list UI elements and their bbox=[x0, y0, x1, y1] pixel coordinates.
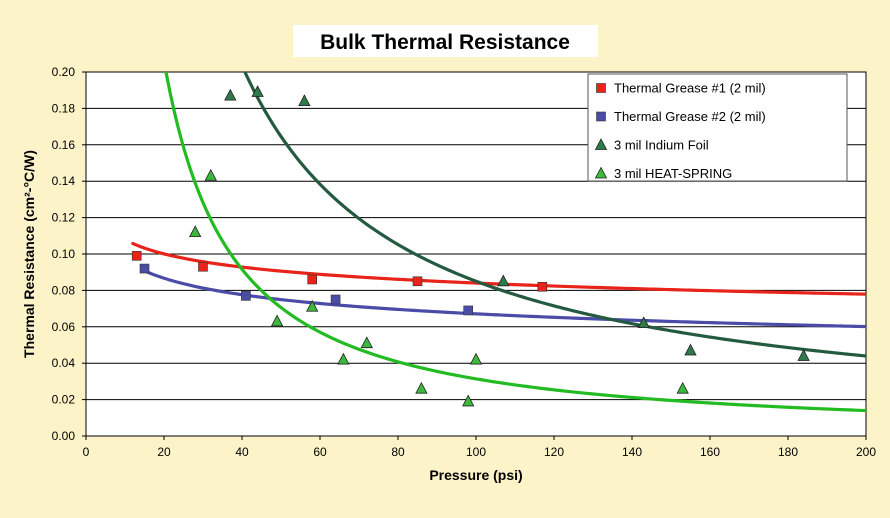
y-tick-label: 0.14 bbox=[52, 174, 76, 188]
x-tick-label: 40 bbox=[235, 445, 249, 459]
legend-entry: Thermal Grease #1 (2 mil) bbox=[614, 81, 766, 96]
legend: Thermal Grease #1 (2 mil) Thermal Grease … bbox=[587, 73, 848, 182]
data-point-3-mil-heat-spring bbox=[204, 168, 217, 181]
data-point-3-mil-heat-spring bbox=[360, 336, 373, 349]
y-tick-label: 0.02 bbox=[52, 393, 76, 407]
data-point-3-mil-heat-spring bbox=[462, 394, 475, 407]
data-point-3-mil-heat-spring bbox=[306, 299, 319, 312]
data-point-3-mil-heat-spring bbox=[337, 352, 350, 365]
y-axis-ticks: 0.00 0.02 0.04 0.06 0.08 0.10 0.12 0.14 0.16 0.18… bbox=[52, 65, 86, 443]
data-point-thermal-grease-2-2-mil- bbox=[330, 294, 341, 305]
legend-marker bbox=[596, 111, 606, 122]
y-tick-label: 0.12 bbox=[52, 211, 76, 225]
data-point-thermal-grease-2-2-mil- bbox=[463, 305, 474, 316]
legend-entry: Thermal Grease #2 (2 mil) bbox=[614, 109, 766, 124]
data-point-3-mil-heat-spring bbox=[415, 381, 428, 394]
y-tick-label: 0.10 bbox=[52, 247, 76, 261]
data-point-3-mil-heat-spring bbox=[270, 314, 284, 327]
data-point-3-mil-indium-foil bbox=[298, 94, 311, 107]
data-point-3-mil-indium-foil bbox=[684, 343, 697, 356]
trend-line-thermal-grease-2-2-mil- bbox=[142, 269, 866, 329]
legend-marker bbox=[596, 83, 606, 93]
trend-line-3-mil-indium-foil bbox=[243, 72, 866, 358]
chart-title: Bulk Thermal Resistance bbox=[320, 31, 570, 54]
data-point-thermal-grease-2-2-mil- bbox=[139, 263, 150, 274]
y-axis-label: Thermal Resistance (cm²-°C/W) bbox=[21, 150, 37, 358]
x-tick-label: 20 bbox=[157, 445, 171, 459]
y-tick-label: 0.00 bbox=[52, 429, 76, 443]
data-point-3-mil-heat-spring bbox=[676, 381, 689, 394]
data-point-thermal-grease-1-2-mil- bbox=[412, 276, 423, 287]
legend-entry: 3 mil Indium Foil bbox=[614, 138, 709, 153]
y-tick-label: 0.18 bbox=[52, 101, 76, 115]
data-point-thermal-grease-2-2-mil- bbox=[241, 291, 251, 301]
trend-line-3-mil-heat-spring bbox=[164, 72, 866, 413]
x-tick-label: 0 bbox=[83, 445, 90, 459]
y-tick-label: 0.08 bbox=[52, 283, 76, 297]
legend-marker bbox=[594, 138, 608, 150]
x-tick-label: 120 bbox=[544, 445, 564, 459]
x-tick-label: 160 bbox=[700, 445, 720, 459]
data-point-thermal-grease-1-2-mil- bbox=[537, 281, 548, 292]
y-tick-label: 0.20 bbox=[52, 65, 76, 79]
data-point-3-mil-indium-foil bbox=[251, 85, 264, 97]
y-tick-label: 0.16 bbox=[52, 138, 76, 152]
data-point-3-mil-indium-foil bbox=[224, 88, 237, 101]
data-point-3-mil-indium-foil bbox=[637, 316, 650, 329]
x-tick-label: 80 bbox=[391, 445, 405, 459]
data-point-thermal-grease-1-2-mil- bbox=[198, 261, 208, 272]
y-tick-label: 0.04 bbox=[52, 356, 76, 370]
x-tick-label: 140 bbox=[622, 445, 642, 459]
x-axis-ticks: 0 20 40 60 80 100 120 140 160 180 200 bbox=[83, 436, 876, 459]
x-tick-label: 180 bbox=[778, 445, 798, 459]
x-tick-label: 100 bbox=[466, 445, 486, 459]
legend-entry: 3 mil HEAT-SPRING bbox=[614, 166, 732, 181]
legend-box bbox=[587, 73, 848, 182]
data-point-3-mil-heat-spring bbox=[189, 225, 202, 238]
x-tick-label: 60 bbox=[313, 445, 327, 459]
data-point-3-mil-indium-foil bbox=[797, 349, 810, 361]
data-point-3-mil-heat-spring bbox=[469, 352, 483, 365]
data-point-thermal-grease-1-2-mil- bbox=[307, 274, 318, 285]
data-point-thermal-grease-1-2-mil- bbox=[131, 251, 142, 261]
x-tick-label: 200 bbox=[856, 445, 876, 459]
y-tick-label: 0.06 bbox=[52, 320, 76, 334]
x-axis-label: Pressure (psi) bbox=[429, 467, 522, 483]
title-box bbox=[293, 25, 598, 57]
data-point-3-mil-indium-foil bbox=[497, 274, 510, 287]
legend-marker bbox=[594, 166, 608, 179]
data-points bbox=[131, 85, 810, 407]
